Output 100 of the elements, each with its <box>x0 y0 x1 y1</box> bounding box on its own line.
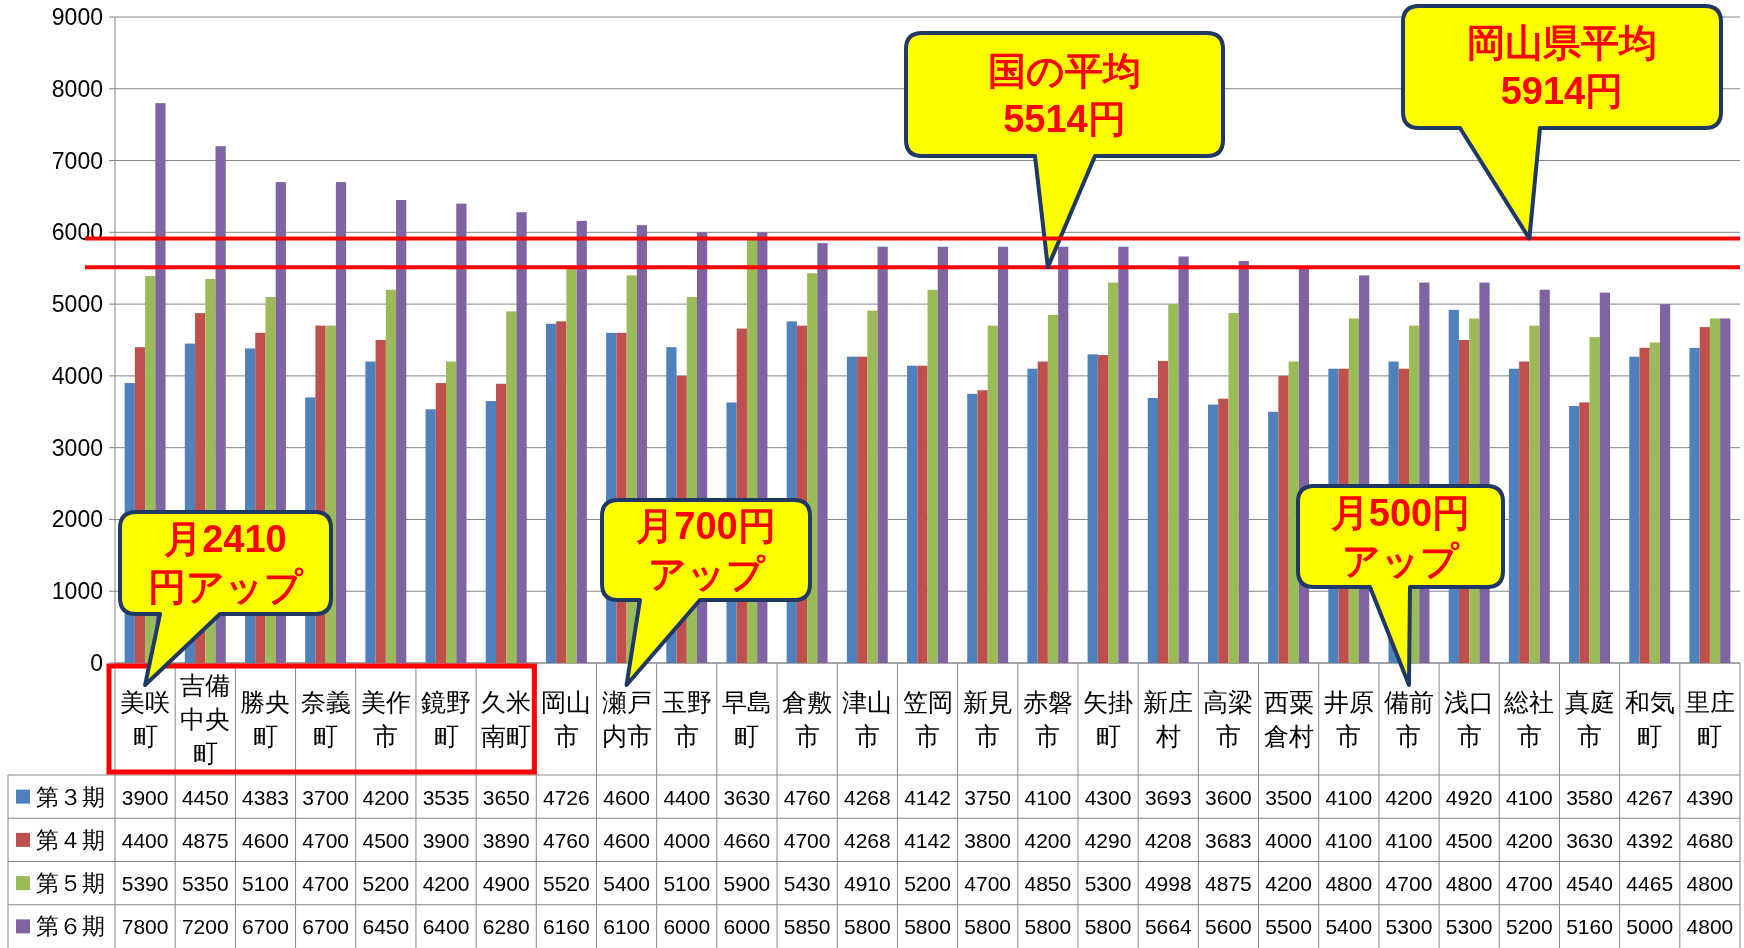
ref-line-label: 国の平均5514円 <box>988 49 1141 140</box>
bar <box>997 246 1009 663</box>
data-label: 4910 <box>843 872 891 896</box>
x-tick-label: 新見市 <box>962 688 1013 750</box>
data-label: 4700 <box>302 872 350 896</box>
bar <box>446 361 457 663</box>
data-label: 5850 <box>783 915 831 939</box>
bar <box>576 220 587 663</box>
data-label: 5800 <box>1084 915 1132 939</box>
y-tick-label: 9000 <box>51 4 103 30</box>
data-label: 5390 <box>121 872 169 896</box>
data-label: 4290 <box>1084 828 1132 852</box>
annotation: 月700円アップ <box>600 498 812 687</box>
data-label: 4600 <box>603 785 650 809</box>
data-label: 4200 <box>362 785 410 809</box>
data-label: 3800 <box>964 828 1012 852</box>
x-tick-label: 矢掛町 <box>1083 688 1134 750</box>
bar <box>566 266 577 663</box>
x-tick-label: 津山市 <box>842 688 893 750</box>
ref-label: 国の平均5514円 <box>904 31 1225 270</box>
data-label: 5100 <box>242 872 289 896</box>
x-tick-label: 美作市 <box>360 688 411 750</box>
bar <box>1519 361 1530 663</box>
bar <box>365 361 376 663</box>
data-label: 4268 <box>843 828 891 852</box>
data-label: 5400 <box>603 872 650 896</box>
bar <box>425 409 436 663</box>
bar <box>1218 398 1229 663</box>
data-label: 4500 <box>1445 828 1493 852</box>
data-label: 6000 <box>663 915 711 939</box>
data-label: 4660 <box>723 828 771 852</box>
bar <box>335 182 347 663</box>
data-label: 4600 <box>242 828 289 852</box>
data-label: 5160 <box>1566 915 1613 939</box>
bar <box>1529 325 1540 663</box>
bar <box>1168 304 1179 663</box>
y-tick-label: 7000 <box>51 147 103 174</box>
legend-label: 第６期 <box>36 913 105 940</box>
bar <box>1087 354 1098 663</box>
legend-label: 第５期 <box>36 870 105 897</box>
data-label: 4900 <box>482 872 530 896</box>
x-tick-label: 和気町 <box>1624 688 1675 750</box>
data-label: 4700 <box>1505 872 1553 896</box>
data-label: 3750 <box>964 785 1012 809</box>
data-label: 6400 <box>422 915 470 939</box>
bar <box>456 203 467 663</box>
bar <box>1599 292 1610 663</box>
data-label: 5300 <box>1385 915 1433 939</box>
bar <box>1569 406 1580 663</box>
data-label: 4875 <box>1205 872 1252 896</box>
x-tick-label: 美咲町 <box>120 688 171 750</box>
x-tick-label: 勝央町 <box>240 688 291 750</box>
data-label: 4100 <box>1325 785 1373 809</box>
bar <box>846 356 858 663</box>
bar <box>1228 313 1239 663</box>
data-label: 5500 <box>1265 915 1312 939</box>
annotation: 月500円アップ <box>1296 484 1505 687</box>
data-label: 5900 <box>723 872 771 896</box>
data-label: 4142 <box>904 828 951 852</box>
data-label: 4000 <box>663 828 711 852</box>
bar <box>1649 342 1660 663</box>
data-label: 4600 <box>603 828 650 852</box>
data-label: 4800 <box>1686 872 1734 896</box>
data-label: 4208 <box>1144 828 1192 852</box>
data-label: 5000 <box>1626 915 1674 939</box>
annotation: 月500円アップ <box>1329 491 1471 582</box>
data-label: 4450 <box>181 785 229 809</box>
data-label: 3900 <box>422 828 470 852</box>
bar <box>1108 282 1119 663</box>
data-label: 4400 <box>663 785 711 809</box>
bar <box>907 365 918 663</box>
data-label: 5300 <box>1084 872 1132 896</box>
data-label: 4392 <box>1626 828 1674 852</box>
data-label: 5600 <box>1205 915 1252 939</box>
bar <box>1158 360 1169 663</box>
y-tick-label: 5000 <box>51 291 103 318</box>
data-label: 5520 <box>543 872 590 896</box>
bar <box>1659 304 1671 663</box>
x-tick-label: 鏡野町 <box>421 688 472 750</box>
data-label: 4300 <box>1084 785 1132 809</box>
x-tick-label: 赤磐市 <box>1022 688 1073 750</box>
data-label: 4800 <box>1445 872 1493 896</box>
bar <box>545 323 557 663</box>
data-label: 6280 <box>482 915 530 939</box>
data-label: 4875 <box>181 828 229 852</box>
bar <box>1207 404 1219 663</box>
bar <box>506 311 517 663</box>
data-label: 4268 <box>843 785 891 809</box>
bar <box>857 356 868 663</box>
annotation: 月2410円アップ <box>148 518 304 608</box>
bar <box>516 212 527 663</box>
bar <box>1639 347 1650 663</box>
x-tick-label: 真庭市 <box>1564 688 1615 750</box>
data-label: 6000 <box>723 915 771 939</box>
data-label: 6700 <box>242 915 289 939</box>
data-label: 4400 <box>121 828 169 852</box>
y-tick-label: 1000 <box>51 578 103 605</box>
x-tick-label: 井原市 <box>1323 688 1374 750</box>
y-tick-label: 3000 <box>51 434 103 461</box>
data-label: 4700 <box>964 872 1012 896</box>
